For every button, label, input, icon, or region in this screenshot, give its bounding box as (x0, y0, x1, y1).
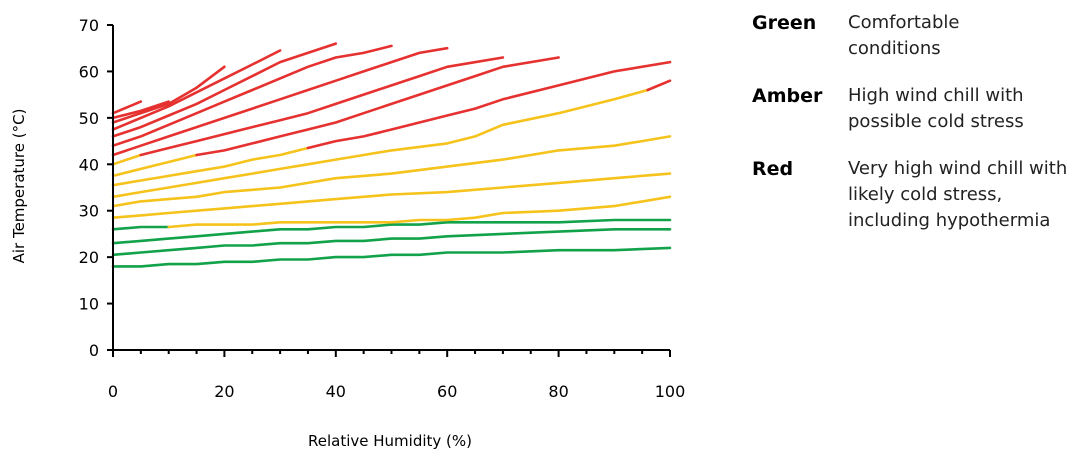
legend-item-red: Red Very high wind chill with likely col… (752, 156, 1082, 234)
x-tick-label: 60 (437, 382, 457, 401)
series-4-amber-segment (167, 195, 672, 229)
x-tick-label: 20 (214, 382, 234, 401)
legend-key-amber: Amber (752, 85, 823, 107)
legend: Green Comfortable conditions Amber High … (752, 10, 1082, 255)
series-9-red-segment (195, 56, 560, 157)
series-15-red-segment (111, 65, 226, 124)
legend-desc-green: Comfortable conditions (848, 12, 960, 59)
series-8-red-segment (306, 60, 672, 150)
series-6-amber-segment (111, 135, 672, 208)
series-2-green-segment (111, 228, 672, 257)
y-tick-label: 30 (79, 202, 99, 221)
x-tick-label: 100 (655, 382, 686, 401)
tick-marks: 0 10 20 30 40 50 60 70 0 20 40 60 80 100 (79, 16, 686, 401)
y-axis-title: Air Temperature (°C) (10, 109, 28, 264)
y-tick-label: 20 (79, 248, 99, 267)
series-12-red-segment (111, 44, 393, 147)
y-tick-label: 50 (79, 109, 99, 128)
series-8-amber-segment (111, 146, 310, 187)
series-3-green-segment (111, 218, 672, 245)
series-10-amber-segment (111, 153, 143, 166)
series-10-red-segment (139, 56, 505, 157)
x-tick-label: 80 (548, 382, 568, 401)
series-7-amber-segment (111, 88, 649, 199)
series-11-red-segment (111, 46, 449, 157)
x-axis-title: Relative Humidity (%) (308, 432, 472, 450)
series-4-green-segment (111, 225, 170, 231)
series-1-green-segment (111, 246, 672, 268)
y-tick-label: 70 (79, 16, 99, 35)
series-16-red-segment (111, 100, 170, 120)
series-5-amber-segment (111, 172, 672, 219)
x-tick-label: 0 (108, 382, 118, 401)
legend-desc-red: Very high wind chill with likely cold st… (848, 158, 1068, 231)
series-17-red-segment (111, 100, 143, 115)
plot-area (111, 42, 672, 268)
x-tick-label: 40 (326, 382, 346, 401)
series-7-red-segment (646, 79, 672, 92)
chart: 0 10 20 30 40 50 60 70 0 20 40 60 80 100 Relative Hum… (10, 16, 686, 450)
y-tick-label: 0 (89, 341, 99, 360)
series-13-red-segment (111, 42, 338, 138)
legend-item-green: Green Comfortable conditions (752, 10, 1082, 62)
series-14-red-segment (111, 49, 282, 131)
series-9-amber-segment (111, 153, 198, 178)
y-tick-label: 10 (79, 295, 99, 314)
legend-key-red: Red (752, 158, 794, 180)
y-tick-label: 60 (79, 62, 99, 81)
y-tick-label: 40 (79, 155, 99, 174)
legend-desc-amber: High wind chill with possible cold stres… (848, 85, 1024, 132)
legend-item-amber: Amber High wind chill with possible cold… (752, 83, 1082, 135)
legend-key-green: Green (752, 12, 817, 34)
